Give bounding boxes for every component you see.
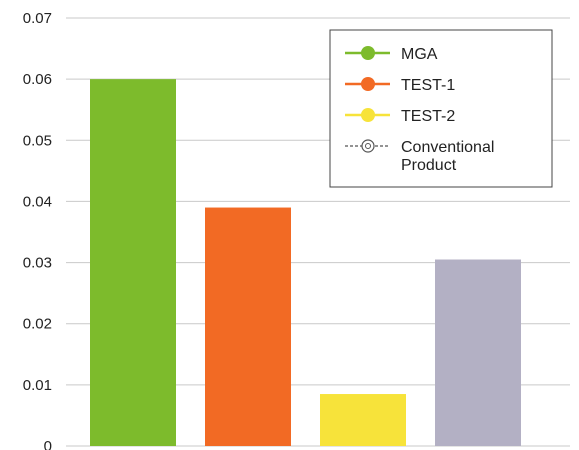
y-tick-label: 0.06	[23, 71, 52, 88]
y-tick-label: 0	[44, 438, 52, 450]
bar-test-1	[205, 207, 291, 446]
y-tick-label: 0.03	[23, 255, 52, 272]
legend-label-line: TEST-1	[401, 77, 455, 94]
legend-marker-pattern	[365, 143, 371, 149]
bars	[90, 79, 521, 447]
legend: MGA TEST-1 TEST-2 Conventional Product	[329, 29, 553, 188]
bar-conventional-product	[435, 259, 521, 446]
legend-marker	[361, 139, 375, 153]
bar-mga	[90, 79, 176, 447]
legend-item: TEST-1	[345, 77, 455, 94]
legend-label-line: Conventional	[401, 139, 494, 156]
legend-marker	[361, 108, 375, 122]
bar-test-2	[320, 394, 406, 446]
legend-marker	[361, 77, 375, 91]
legend-label: Conventional Product	[401, 139, 494, 174]
legend-label-line: MGA	[401, 46, 438, 63]
y-axis-ticks: 0 0.01 0.02 0.03 0.04 0.05 0.06 0.07	[23, 10, 52, 450]
legend-item: MGA	[345, 46, 438, 63]
legend-item: Conventional Product	[345, 139, 494, 174]
legend-label-line: Product	[401, 157, 457, 174]
legend-item: TEST-2	[345, 108, 455, 125]
y-tick-label: 0.02	[23, 316, 52, 333]
legend-label: TEST-2	[401, 108, 455, 125]
legend-label: MGA	[401, 46, 438, 63]
y-tick-label: 0.07	[23, 10, 52, 27]
legend-label-line: TEST-2	[401, 108, 455, 125]
y-tick-label: 0.01	[23, 377, 52, 394]
legend-marker	[361, 46, 375, 60]
y-tick-label: 0.04	[23, 193, 52, 210]
y-tick-label: 0.05	[23, 132, 52, 149]
legend-label: TEST-1	[401, 77, 455, 94]
